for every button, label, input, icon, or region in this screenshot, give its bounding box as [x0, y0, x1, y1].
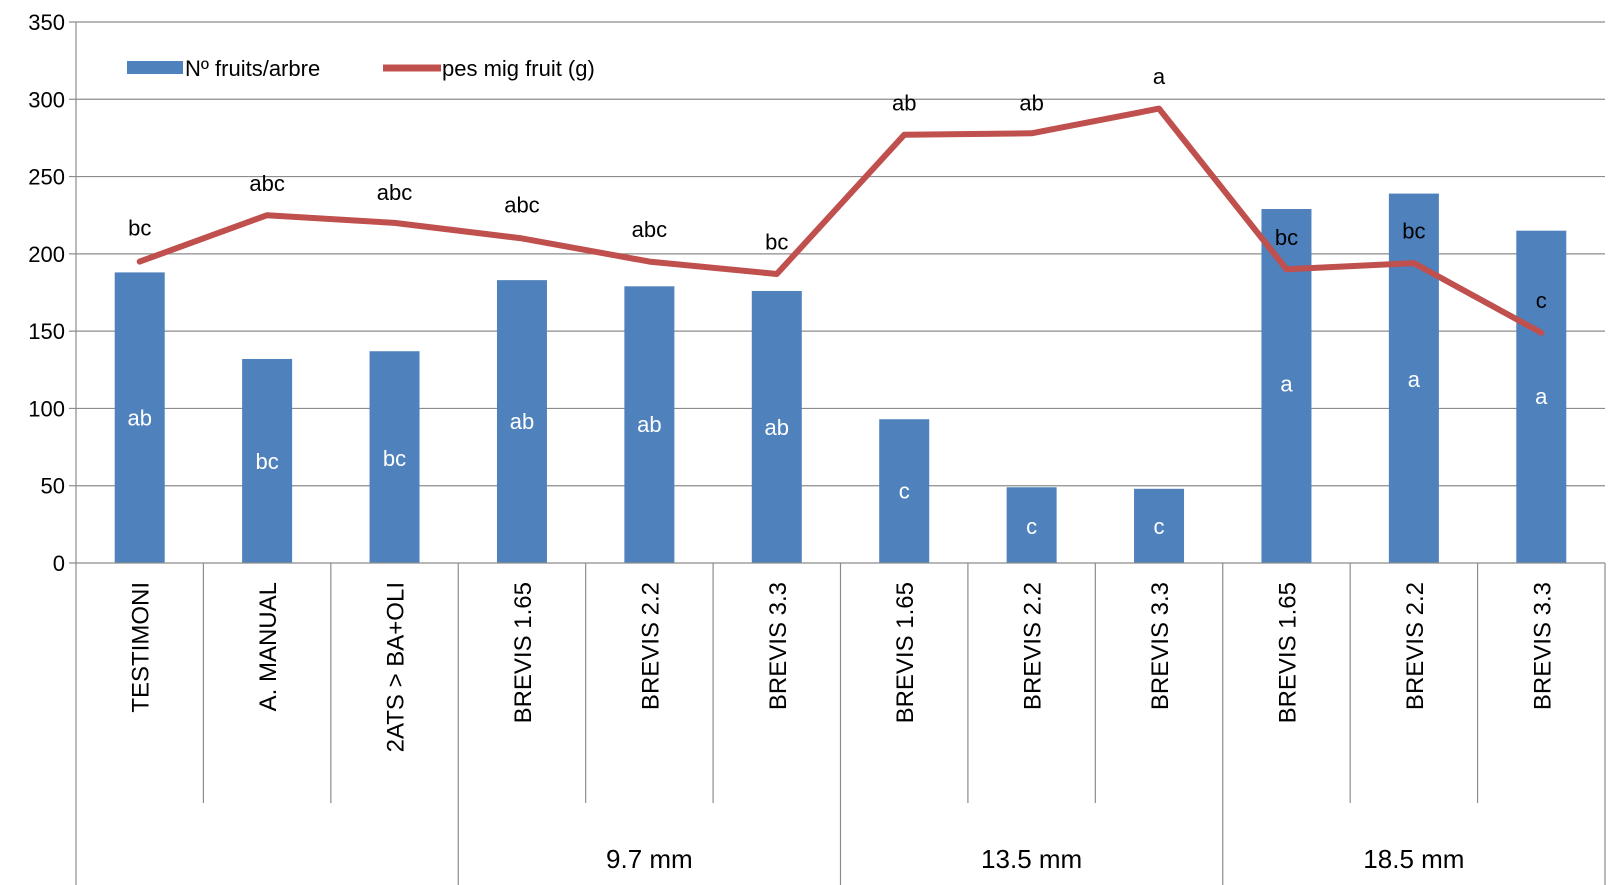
- category-label-10: BREVIS 1.65: [1274, 582, 1301, 723]
- group-label-2: 9.7 mm: [606, 844, 693, 874]
- category-label-4: BREVIS 1.65: [510, 582, 537, 723]
- bar-5: [624, 286, 675, 563]
- y-tick-label: 0: [53, 551, 65, 576]
- line-label-9: a: [1153, 64, 1166, 89]
- bar-label-4: ab: [510, 409, 534, 434]
- legend-bar-label: Nº fruits/arbre: [185, 56, 320, 81]
- line-label-10: bc: [1275, 225, 1298, 250]
- bar-2: [242, 358, 293, 563]
- bar-8: [1006, 487, 1057, 563]
- category-label-8: BREVIS 2.2: [1020, 582, 1047, 710]
- category-label-9: BREVIS 3.3: [1147, 582, 1174, 710]
- bar-label-1: ab: [127, 406, 151, 431]
- gridlines: [76, 21, 1605, 487]
- bar-label-7: c: [899, 478, 910, 503]
- bar-label-5: ab: [637, 412, 661, 437]
- bar-11: [1388, 193, 1439, 563]
- legend-line-label: pes mig fruit (g): [442, 56, 595, 81]
- legend-bar-swatch: [127, 61, 183, 74]
- line-label-1: bc: [128, 216, 151, 241]
- bars: [114, 193, 1567, 563]
- bar-4: [496, 280, 547, 563]
- y-tick-label: 150: [28, 319, 65, 344]
- bar-label-11: a: [1408, 367, 1421, 392]
- bar-7: [879, 419, 930, 563]
- bar-label-8: c: [1026, 514, 1037, 539]
- y-tick-label: 300: [28, 87, 65, 112]
- bar-label-9: c: [1154, 514, 1165, 539]
- x-axis: TESTIMONI A. MANUAL 2ATS > BA+OLI BREVIS 1.…: [76, 562, 1606, 885]
- line-label-2: abc: [249, 171, 284, 196]
- category-label-6: BREVIS 3.3: [765, 582, 792, 710]
- line-label-5: abc: [632, 217, 667, 242]
- line-label-11: bc: [1402, 219, 1425, 244]
- group-label-4: 18.5 mm: [1363, 844, 1464, 874]
- category-label-5: BREVIS 2.2: [637, 582, 664, 710]
- line-label-7: ab: [892, 90, 916, 115]
- y-tick-label: 350: [28, 10, 65, 35]
- category-label-12: BREVIS 3.3: [1529, 582, 1556, 710]
- bar-label-10: a: [1280, 372, 1293, 397]
- bar-labels: ab bc bc ab ab ab c c c a a a: [127, 367, 1548, 539]
- bar-3: [369, 351, 420, 563]
- y-tick-label: 50: [41, 474, 65, 499]
- y-tick-label: 250: [28, 165, 65, 190]
- weight-line-path: [136, 105, 1545, 336]
- bar-label-12: a: [1535, 384, 1548, 409]
- bar-6: [751, 290, 802, 563]
- category-label-7: BREVIS 1.65: [892, 582, 919, 723]
- bar-12: [1516, 230, 1567, 563]
- category-label-3: 2ATS > BA+OLI: [383, 582, 410, 752]
- bar-9: [1134, 488, 1185, 563]
- weight-line: [136, 105, 1545, 336]
- line-label-12: c: [1536, 288, 1547, 313]
- bar-label-2: bc: [256, 449, 279, 474]
- line-label-3: abc: [377, 180, 412, 205]
- line-label-6: bc: [765, 229, 788, 254]
- bar-1: [114, 272, 165, 563]
- line-label-4: abc: [504, 192, 539, 217]
- category-label-2: A. MANUAL: [255, 582, 282, 711]
- y-tick-label: 200: [28, 242, 65, 267]
- line-label-8: ab: [1019, 90, 1043, 115]
- group-label-3: 13.5 mm: [981, 844, 1082, 874]
- category-label-11: BREVIS 2.2: [1402, 582, 1429, 710]
- category-label-1: TESTIMONI: [128, 582, 155, 713]
- bar-label-6: ab: [765, 415, 789, 440]
- legend: Nº fruits/arbre pes mig fruit (g): [127, 56, 595, 81]
- y-tick-label: 100: [28, 396, 65, 421]
- y-axis: 0 50 100 150 200 250 300 350: [28, 10, 77, 885]
- bar-label-3: bc: [383, 446, 406, 471]
